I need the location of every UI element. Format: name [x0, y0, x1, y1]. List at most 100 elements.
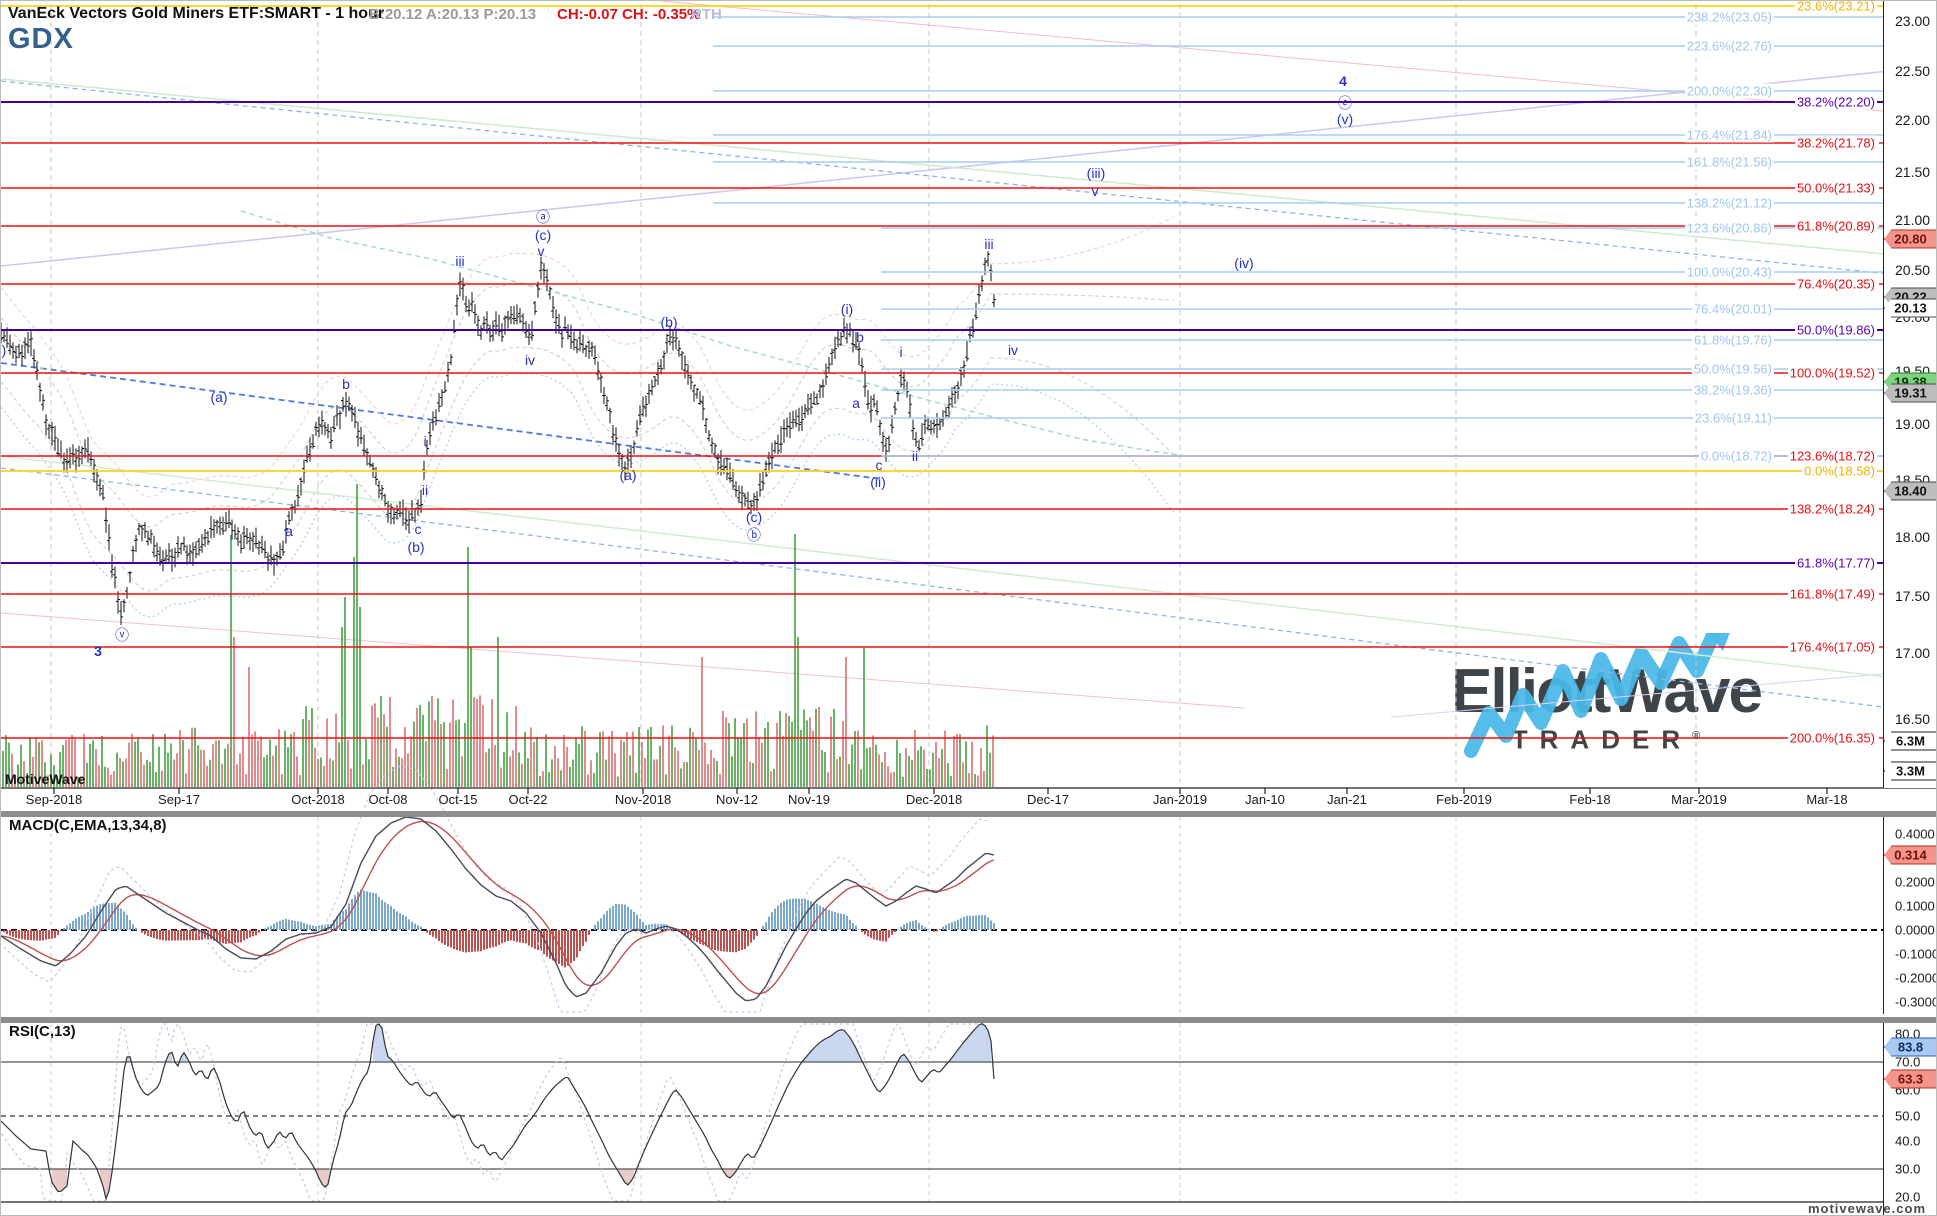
elliott-wave-label[interactable]: a — [852, 395, 860, 411]
elliott-wave-label[interactable]: (c) — [534, 227, 552, 243]
fib-level-label[interactable]: 100.0%(20.43) — [1684, 264, 1774, 280]
elliott-wave-label[interactable]: ⓑ — [747, 527, 761, 543]
fib-level-label[interactable]: 0.0%(18.58) — [1802, 463, 1877, 479]
rsi-axis-tick: 40.0 — [1895, 1133, 1921, 1149]
fib-level-label[interactable]: 38.2%(22.20) — [1794, 94, 1877, 110]
fib-level-label[interactable]: 50.0%(21.33) — [1794, 180, 1877, 196]
fib-level-label[interactable]: 238.2%(23.05) — [1684, 9, 1774, 25]
date-axis-label: Nov-2018 — [614, 792, 672, 807]
fib-level-label[interactable]: 38.2%(19.36) — [1691, 382, 1774, 398]
date-axis-label: Mar-18 — [1806, 792, 1848, 807]
fib-level-label[interactable]: 223.6%(22.76) — [1684, 38, 1774, 54]
motivewave-site-watermark: motivewave.com — [1807, 1201, 1926, 1216]
rsi-axis-tick: 30.0 — [1895, 1161, 1921, 1177]
elliott-wave-label[interactable]: ⓥ — [115, 627, 129, 643]
macd-axis-tick: 0.2000 — [1895, 874, 1935, 890]
elliott-wave-label[interactable]: (iii) — [1086, 165, 1106, 181]
elliott-wave-label[interactable]: (v) — [1336, 111, 1354, 127]
elliott-wave-label[interactable]: c — [414, 521, 422, 537]
elliott-wave-label[interactable]: iii — [984, 236, 994, 252]
fib-level-label[interactable]: 176.4%(21.84) — [1684, 127, 1774, 143]
fib-level-label[interactable]: 23.6%(23.21) — [1794, 0, 1877, 14]
elliott-wave-label[interactable]: (i) — [840, 301, 854, 317]
date-axis-label: Oct-2018 — [291, 792, 345, 807]
rsi-axis-tick: 70.0 — [1895, 1054, 1921, 1070]
macd-axis-tick: -0.3000 — [1895, 994, 1937, 1010]
elliott-wave-label[interactable]: iv — [1007, 342, 1019, 358]
price-axis-tick: 18.00 — [1895, 529, 1931, 545]
elliott-wave-label[interactable]: b — [342, 376, 350, 392]
price-axis-tick: 19.00 — [1895, 416, 1931, 432]
price-axis-tick: 21.50 — [1895, 164, 1931, 180]
elliott-wave-label[interactable]: iii — [455, 253, 465, 269]
fib-level-label[interactable]: 23.6%(19.11) — [1692, 410, 1774, 426]
fib-level-label[interactable]: 76.4%(20.35) — [1794, 276, 1877, 292]
elliott-wave-label[interactable]: i — [423, 433, 427, 449]
fib-level-label[interactable]: 38.2%(21.78) — [1794, 135, 1877, 151]
elliottwave-trader-logo: ElliottWave TRADER® — [1441, 633, 1771, 758]
elliott-wave-label[interactable]: c — [875, 457, 883, 473]
elliott-wave-label[interactable]: i — [899, 344, 903, 360]
panel-separator-macd[interactable] — [1, 811, 1936, 817]
price-axis-tick: 23.00 — [1895, 13, 1931, 29]
elliott-wave-label[interactable]: (a) — [619, 467, 637, 483]
price-axis-tick: 17.00 — [1895, 645, 1931, 661]
chart-title: VanEck Vectors Gold Miners ETF:SMART - 1… — [8, 5, 385, 22]
date-axis-label: Nov-19 — [788, 792, 830, 807]
price-tag: 3.3M — [1884, 761, 1936, 781]
elliott-wave-label[interactable]: (a) — [210, 389, 228, 405]
elliott-wave-label[interactable]: b — [856, 329, 864, 345]
elliott-wave-label[interactable]: v — [1091, 183, 1099, 199]
elliott-wave-label[interactable]: a — [285, 523, 293, 539]
date-axis-label: Oct-08 — [368, 792, 408, 807]
price-tag: 20.80 — [1884, 229, 1936, 249]
fib-level-label[interactable]: 200.0%(22.30) — [1684, 83, 1774, 99]
session-badge: RTH — [691, 6, 722, 23]
elliott-wave-label[interactable]: ii — [911, 448, 919, 464]
fib-level-label[interactable]: 123.6%(18.72) — [1787, 448, 1877, 464]
fib-level-label[interactable]: 138.2%(21.12) — [1684, 195, 1774, 211]
price-axis-tick: 22.50 — [1895, 63, 1931, 79]
panel-separator-rsi[interactable] — [1, 1017, 1936, 1023]
fib-level-label[interactable]: 100.0%(19.52) — [1787, 365, 1877, 381]
elliott-wave-label[interactable]: 4 — [1339, 73, 1347, 89]
rsi-axis-tick: 20.0 — [1895, 1189, 1921, 1205]
elliott-wave-label[interactable]: (b) — [407, 539, 425, 555]
fib-level-label[interactable]: 200.0%(16.35) — [1787, 730, 1877, 746]
quote-bid-ask-last: B:20.12 A:20.13 P:20.13 — [369, 6, 537, 23]
elliott-wave-label[interactable]: ) — [1, 342, 7, 358]
elliott-wave-label[interactable]: (b) — [660, 314, 678, 330]
elliott-wave-label[interactable]: iv — [524, 352, 536, 368]
elliott-wave-label[interactable]: (c) — [745, 509, 763, 525]
elliott-wave-label[interactable]: ⓐ — [536, 209, 550, 225]
rsi-value-tag: 83.8 — [1884, 1037, 1936, 1057]
elliott-wave-label[interactable]: v — [537, 243, 545, 259]
fib-level-label[interactable]: 123.6%(20.86) — [1684, 220, 1774, 236]
fib-level-label[interactable]: 50.0%(19.56) — [1691, 361, 1774, 377]
elliott-wave-label[interactable]: 3 — [94, 643, 102, 659]
elliott-wave-label[interactable]: (iv) — [1234, 255, 1254, 271]
price-tag: 6.3M — [1884, 731, 1936, 751]
fib-level-label[interactable]: 176.4%(17.05) — [1787, 639, 1877, 655]
fib-level-label[interactable]: 50.0%(19.86) — [1794, 322, 1877, 338]
price-axis-tick: 17.50 — [1895, 588, 1931, 604]
price-axis-tick: 22.00 — [1895, 112, 1931, 128]
fib-level-label[interactable]: 161.8%(17.49) — [1787, 586, 1877, 602]
date-axis-label: Jan-2019 — [1152, 792, 1208, 807]
fib-level-label[interactable]: 138.2%(18.24) — [1787, 501, 1877, 517]
fib-level-label[interactable]: 0.0%(18.72) — [1699, 448, 1774, 464]
fib-level-label[interactable]: 61.8%(19.76) — [1691, 332, 1774, 348]
elliott-wave-label[interactable]: ii — [421, 482, 429, 498]
fib-level-label[interactable]: 161.8%(21.56) — [1684, 154, 1774, 170]
price-tag: 18.40 — [1884, 481, 1936, 501]
fib-level-label[interactable]: 61.8%(20.89) — [1794, 218, 1877, 234]
macd-axis-tick: 0.4000 — [1895, 826, 1935, 842]
elliott-wave-label[interactable]: (ii) — [870, 474, 886, 490]
rsi-axis-tick: 50.0 — [1895, 1108, 1921, 1124]
fib-level-label[interactable]: 61.8%(17.77) — [1794, 555, 1877, 571]
fib-level-label[interactable]: 76.4%(20.01) — [1691, 301, 1774, 317]
elliott-wave-label[interactable]: ⓒ — [1338, 95, 1352, 111]
rsi-panel-label: RSI(C,13) — [9, 1023, 76, 1040]
